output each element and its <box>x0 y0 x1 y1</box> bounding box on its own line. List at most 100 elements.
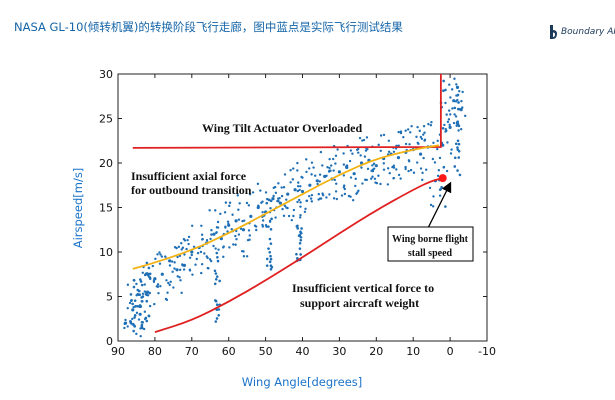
data-point-cluster <box>296 200 299 204</box>
data-point-cluster <box>433 161 437 164</box>
data-point-cluster <box>147 314 151 318</box>
data-point-cluster <box>283 204 287 208</box>
data-point-cluster <box>278 197 281 200</box>
data-point-cluster <box>366 167 370 171</box>
data-point-cluster <box>261 200 264 203</box>
data-point-cluster <box>454 115 458 118</box>
x-tick-label: 90 <box>111 345 125 358</box>
data-point-cluster <box>382 168 386 171</box>
data-point-cluster <box>361 182 364 185</box>
data-point-cluster <box>135 332 138 336</box>
data-point-cluster <box>268 250 272 254</box>
data-point-cluster <box>455 83 458 86</box>
data-point-cluster <box>247 204 251 207</box>
data-point <box>452 99 456 103</box>
data-point-cluster <box>213 269 217 273</box>
data-point-cluster <box>131 317 134 321</box>
data-point-cluster <box>200 238 204 241</box>
data-point-cluster <box>453 106 457 110</box>
data-point-cluster <box>196 251 200 255</box>
data-point-cluster <box>217 313 221 317</box>
data-point-cluster <box>402 135 405 139</box>
data-point-cluster <box>427 122 430 126</box>
data-point-cluster <box>216 220 220 224</box>
data-point-cluster <box>421 178 424 182</box>
data-point-cluster <box>237 218 241 221</box>
data-point-cluster <box>296 161 299 165</box>
data-point-cluster <box>457 101 460 104</box>
data-point-cluster <box>416 161 419 164</box>
data-point-cluster <box>440 185 443 189</box>
data-point-cluster <box>280 186 283 189</box>
data-point-cluster <box>438 156 442 160</box>
data-point-cluster <box>214 272 218 275</box>
data-point-cluster <box>217 308 221 311</box>
data-point-cluster <box>458 89 461 93</box>
data-point-cluster <box>269 242 273 245</box>
data-point <box>241 228 246 232</box>
data-point-cluster <box>377 143 380 147</box>
data-point-cluster <box>299 238 303 242</box>
data-point-cluster <box>299 253 302 256</box>
data-point-cluster <box>354 184 357 188</box>
data-point-cluster <box>371 168 374 172</box>
data-point-cluster <box>299 201 302 204</box>
data-point-cluster <box>387 139 391 142</box>
data-point-cluster <box>265 257 269 261</box>
data-point-cluster <box>133 314 137 317</box>
data-point-cluster <box>432 141 435 145</box>
data-point-cluster <box>304 207 307 211</box>
data-point-cluster <box>156 285 160 289</box>
data-point-cluster <box>152 279 156 282</box>
data-point-cluster <box>135 311 139 315</box>
data-point-cluster <box>457 124 461 128</box>
boundary-lines <box>132 74 443 333</box>
data-point-cluster <box>140 299 144 303</box>
stall-label-line1: Wing borne flight <box>392 234 469 245</box>
actuator-overload-label: Wing Tilt Actuator Overloaded <box>202 121 362 135</box>
data-point-cluster <box>200 224 203 227</box>
data-point-cluster <box>180 291 183 295</box>
data-point-cluster <box>215 317 219 320</box>
data-point <box>249 214 253 218</box>
data-point-cluster <box>305 170 308 174</box>
data-point-cluster <box>170 260 174 263</box>
data-point-cluster <box>227 222 230 226</box>
data-point-cluster <box>190 253 193 257</box>
data-point-cluster <box>222 255 225 259</box>
x-tick-label: 20 <box>369 345 383 358</box>
boundary-logo-icon <box>550 25 557 39</box>
data-point-cluster <box>442 79 445 83</box>
data-point-cluster <box>297 181 300 184</box>
data-point-cluster <box>425 168 428 171</box>
data-point-cluster <box>418 129 421 133</box>
data-point-cluster <box>340 194 344 197</box>
data-point-cluster <box>303 210 307 214</box>
data-point-cluster <box>218 279 221 283</box>
data-point-cluster <box>239 227 243 230</box>
data-point-cluster <box>453 77 456 80</box>
data-point-cluster <box>298 198 301 202</box>
data-point-cluster <box>457 142 461 146</box>
data-point-cluster <box>212 244 215 248</box>
vertical-force-label-line2: support aircraft weight <box>300 296 419 310</box>
data-point-cluster <box>148 277 152 280</box>
data-point-cluster <box>431 157 435 161</box>
data-point-cluster <box>329 164 333 167</box>
data-point-cluster <box>336 148 339 151</box>
data-point <box>337 170 341 174</box>
data-point-cluster <box>421 171 424 175</box>
y-tick-label: 5 <box>106 291 113 304</box>
data-point-cluster <box>186 238 189 242</box>
data-point-cluster <box>342 163 346 166</box>
data-point-cluster <box>460 99 463 103</box>
data-point-cluster <box>144 272 148 275</box>
data-point-cluster <box>392 164 396 167</box>
data-point-cluster <box>156 253 159 256</box>
data-point-cluster <box>274 191 278 195</box>
data-point-cluster <box>128 301 132 305</box>
data-point-cluster <box>423 131 426 134</box>
data-point-cluster <box>409 168 413 172</box>
data-point-cluster <box>200 271 203 275</box>
data-point-cluster <box>456 148 460 151</box>
